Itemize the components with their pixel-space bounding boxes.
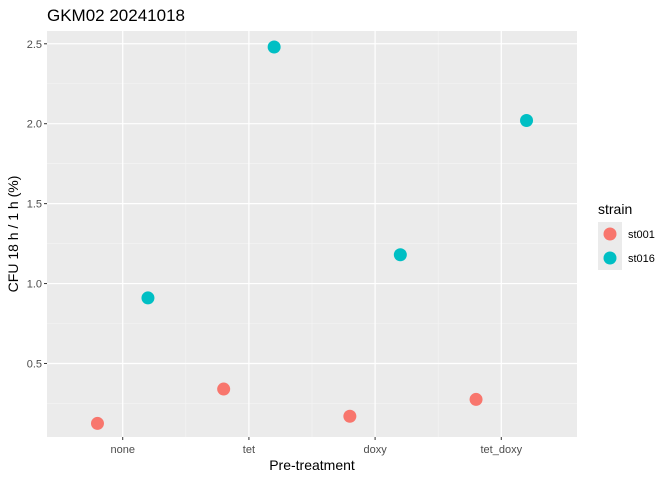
data-point-st016 — [520, 114, 534, 128]
legend-label-st001: st001 — [628, 229, 655, 241]
legend-label-st016: st016 — [628, 253, 655, 265]
x-tick-label: none — [110, 444, 134, 456]
data-point-st016 — [141, 291, 155, 305]
x-tick-label: tet_doxy — [480, 444, 522, 456]
data-point-st001 — [90, 416, 104, 430]
y-tick-label: 2.5 — [27, 39, 42, 51]
data-points — [90, 40, 534, 430]
y-tick-label: 1.5 — [27, 199, 42, 211]
legend-title: strain — [598, 201, 632, 217]
minor-gridlines — [47, 31, 577, 437]
chart-title: GKM02 20241018 — [47, 6, 185, 25]
major-gridlines — [47, 31, 577, 437]
y-tick-label: 2.0 — [27, 119, 42, 131]
x-axis: none tet doxy tet_doxy — [110, 437, 523, 456]
data-point-st001 — [469, 392, 483, 406]
legend: strain st001 st016 — [598, 201, 655, 270]
y-tick-label: 0.5 — [27, 358, 42, 370]
x-tick-label: doxy — [363, 444, 387, 456]
x-tick-label: tet — [243, 444, 255, 456]
data-point-st001 — [343, 409, 357, 423]
data-point-st016 — [393, 248, 407, 262]
x-axis-title: Pre-treatment — [269, 457, 355, 473]
data-point-st001 — [217, 382, 231, 396]
y-tick-label: 1.0 — [27, 279, 42, 291]
data-point-st016 — [267, 40, 281, 54]
legend-key-st016 — [603, 251, 617, 265]
y-axis: 0.5 1.0 1.5 2.0 2.5 — [27, 39, 47, 370]
y-axis-title: CFU 18 h / 1 h (%) — [5, 176, 21, 293]
legend-key-st001 — [603, 227, 617, 241]
